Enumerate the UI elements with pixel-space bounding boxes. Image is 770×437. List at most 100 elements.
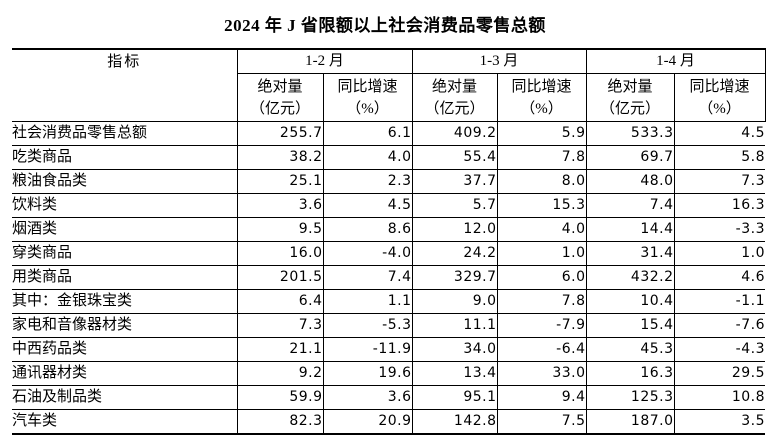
cell-value: 7.3 [236, 313, 323, 338]
row-label: 通讯器材类 [12, 361, 237, 386]
row-label: 石油及制品类 [12, 385, 237, 410]
cell-value: 7.8 [496, 289, 586, 314]
absolute-unit: （亿元） [599, 100, 660, 117]
cell-value: 25.1 [236, 169, 323, 194]
cell-value: 4.5 [673, 121, 765, 146]
cell-value: 55.4 [411, 145, 497, 170]
column-header-period-jan-mar: 1-3 月 [411, 49, 586, 74]
table-row: 穿类商品 16.0 -4.0 24.2 1.0 31.4 1.0 [12, 241, 765, 266]
cell-value: -4.3 [673, 337, 765, 362]
cell-value: 6.1 [322, 121, 412, 146]
cell-value: -7.6 [673, 313, 765, 338]
cell-value: 29.5 [673, 361, 765, 386]
cell-value: 45.3 [585, 337, 674, 362]
table-row: 汽车类 82.3 20.9 142.8 7.5 187.0 3.5 [12, 409, 765, 435]
cell-value: 19.6 [322, 361, 412, 386]
growth-unit: （%） [520, 100, 563, 117]
table-row: 社会消费品零售总额 255.7 6.1 409.2 5.9 533.3 4.5 [12, 121, 765, 146]
cell-value: 48.0 [585, 169, 674, 194]
cell-value: 201.5 [236, 265, 323, 290]
cell-value: 15.4 [585, 313, 674, 338]
cell-value: 15.3 [496, 193, 586, 218]
cell-value: -1.1 [673, 289, 765, 314]
column-header-growth-3: 同比增速 （%） [673, 73, 766, 122]
table-row: 饮料类 3.6 4.5 5.7 15.3 7.4 16.3 [12, 193, 765, 218]
absolute-label: 绝对量 [431, 78, 477, 95]
cell-value: 1.0 [673, 241, 765, 266]
row-label: 吃类商品 [12, 145, 237, 170]
row-label: 烟酒类 [12, 217, 237, 242]
cell-value: 24.2 [411, 241, 497, 266]
cell-value: 33.0 [496, 361, 586, 386]
cell-value: 2.3 [322, 169, 412, 194]
column-header-period-jan-apr: 1-4 月 [585, 49, 766, 74]
page-title: 2024 年 J 省限额以上社会消费品零售总额 [224, 16, 546, 35]
cell-value: 5.7 [411, 193, 497, 218]
cell-value: 38.2 [236, 145, 323, 170]
absolute-label: 绝对量 [607, 78, 653, 95]
column-header-absolute-2: 绝对量 （亿元） [411, 73, 497, 122]
header-row-measures: 绝对量 （亿元） 同比增速 （%） 绝对量 （亿元） 同比增速 （%） 绝对量 [12, 73, 766, 122]
table-row: 其中：金银珠宝类 6.4 1.1 9.0 7.8 10.4 -1.1 [12, 289, 765, 314]
cell-value: 16.0 [236, 241, 323, 266]
growth-label: 同比增速 [511, 78, 572, 95]
absolute-label: 绝对量 [257, 78, 303, 95]
cell-value: 1.0 [496, 241, 586, 266]
table-row: 通讯器材类 9.2 19.6 13.4 33.0 16.3 29.5 [12, 361, 765, 386]
cell-value: 9.4 [496, 385, 586, 410]
cell-value: 10.8 [673, 385, 765, 410]
cell-value: 16.3 [673, 193, 765, 218]
header-row-periods: 指标 1-2 月 1-3 月 1-4 月 [12, 49, 766, 122]
table-header: 指标 1-2 月 1-3 月 1-4 月 绝对量 （亿元） 同比增速 （%） 绝… [12, 49, 766, 122]
cell-value: 8.0 [496, 169, 586, 194]
row-label: 粮油食品类 [12, 169, 237, 194]
row-label: 中西药品类 [12, 337, 237, 362]
cell-value: 31.4 [585, 241, 674, 266]
column-header-growth-2: 同比增速 （%） [496, 73, 586, 122]
cell-value: -5.3 [322, 313, 412, 338]
retail-sales-table: 指标 1-2 月 1-3 月 1-4 月 绝对量 （亿元） 同比增速 （%） 绝… [12, 48, 766, 435]
cell-value: 13.4 [411, 361, 497, 386]
growth-label: 同比增速 [337, 78, 398, 95]
cell-value: 6.4 [236, 289, 323, 314]
cell-value: 4.5 [322, 193, 412, 218]
cell-value: 11.1 [411, 313, 497, 338]
growth-label: 同比增速 [689, 78, 750, 95]
cell-value: -4.0 [322, 241, 412, 266]
table-row: 石油及制品类 59.9 3.6 95.1 9.4 125.3 10.8 [12, 385, 765, 410]
column-header-period-jan-feb: 1-2 月 [236, 49, 412, 74]
column-header-growth-1: 同比增速 （%） [322, 73, 412, 122]
cell-value: 8.6 [322, 217, 412, 242]
row-label: 社会消费品零售总额 [12, 121, 237, 146]
cell-value: 329.7 [411, 265, 497, 290]
cell-value: 9.2 [236, 361, 323, 386]
cell-value: 7.3 [673, 169, 765, 194]
row-label: 家电和音像器材类 [12, 313, 237, 338]
cell-value: 59.9 [236, 385, 323, 410]
table-row: 家电和音像器材类 7.3 -5.3 11.1 -7.9 15.4 -7.6 [12, 313, 765, 338]
cell-value: 3.6 [236, 193, 323, 218]
column-header-indicator: 指标 [12, 49, 237, 122]
cell-value: 432.2 [585, 265, 674, 290]
cell-value: 533.3 [585, 121, 674, 146]
cell-value: 82.3 [236, 409, 323, 435]
cell-value: -11.9 [322, 337, 412, 362]
cell-value: 37.7 [411, 169, 497, 194]
cell-value: 142.8 [411, 409, 497, 435]
cell-value: 7.4 [322, 265, 412, 290]
row-label: 穿类商品 [12, 241, 237, 266]
table-row: 吃类商品 38.2 4.0 55.4 7.8 69.7 5.8 [12, 145, 765, 170]
row-label: 饮料类 [12, 193, 237, 218]
table-row: 烟酒类 9.5 8.6 12.0 4.0 14.4 -3.3 [12, 217, 765, 242]
cell-value: 7.4 [585, 193, 674, 218]
cell-value: 95.1 [411, 385, 497, 410]
absolute-unit: （亿元） [424, 100, 485, 117]
row-label: 用类商品 [12, 265, 237, 290]
absolute-unit: （亿元） [249, 100, 310, 117]
column-header-absolute-3: 绝对量 （亿元） [585, 73, 674, 122]
table-row: 用类商品 201.5 7.4 329.7 6.0 432.2 4.6 [12, 265, 765, 290]
cell-value: 10.4 [585, 289, 674, 314]
cell-value: 16.3 [585, 361, 674, 386]
cell-value: 4.0 [322, 145, 412, 170]
